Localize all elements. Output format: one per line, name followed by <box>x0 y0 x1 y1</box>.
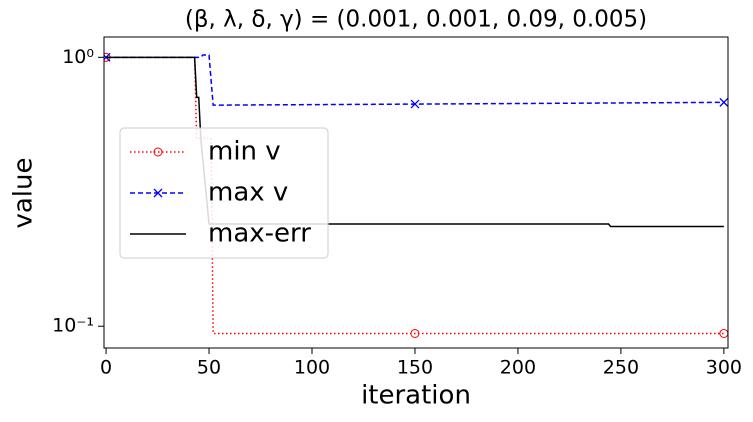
x-axis-label: iteration <box>361 381 471 411</box>
x-tick-label: 200 <box>500 357 536 379</box>
marker <box>719 97 728 107</box>
x-tick-label: 250 <box>603 357 639 379</box>
y-tick-label: 10⁰ <box>62 46 94 68</box>
legend-label: max v <box>208 178 288 208</box>
legend-box <box>119 127 329 259</box>
legend-marker <box>153 147 163 157</box>
x-tick-label: 300 <box>706 357 742 379</box>
y-axis-label: value <box>9 157 39 228</box>
x-tick-label: 150 <box>397 357 433 379</box>
marker <box>719 328 728 338</box>
plot-frame <box>103 36 729 349</box>
marker <box>410 328 420 338</box>
chart-title: (β, λ, δ, γ) = (0.001, 0.001, 0.09, 0.00… <box>185 7 647 33</box>
x-tick-label: 0 <box>100 357 112 379</box>
marker <box>410 99 420 109</box>
y-tick-label: 10⁻¹ <box>52 315 94 337</box>
legend-marker <box>153 188 163 198</box>
marker <box>104 52 111 62</box>
x-tick-label: 100 <box>294 357 330 379</box>
x-tick-label: 50 <box>197 357 221 379</box>
legend-label: max-err <box>208 219 311 249</box>
legend-label: min v <box>208 137 281 167</box>
series <box>104 52 728 109</box>
